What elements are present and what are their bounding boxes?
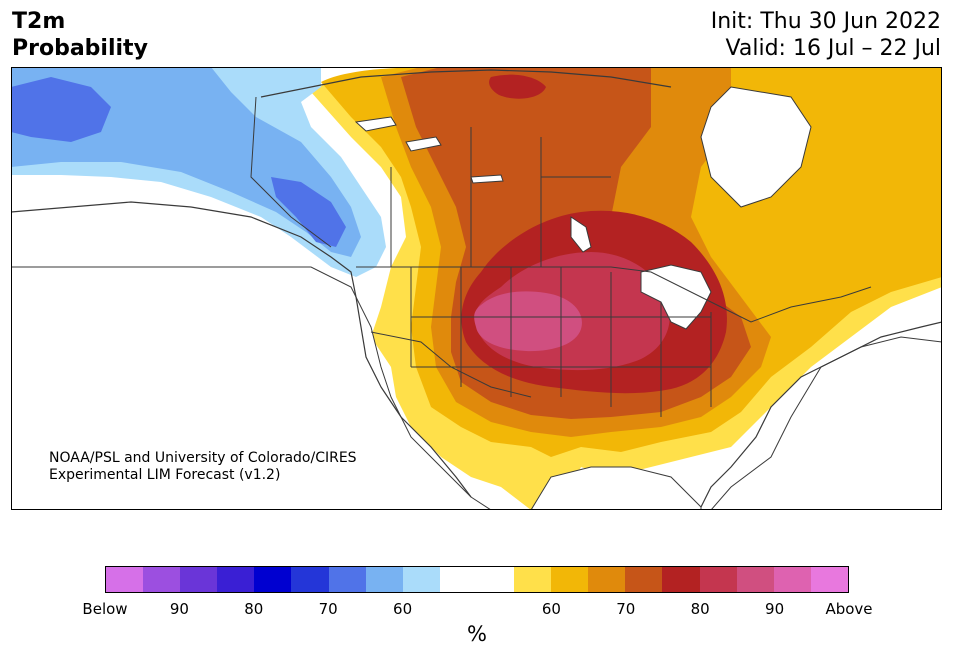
masked-water [11, 86, 942, 510]
colorbar-segment [254, 567, 292, 592]
colorbar-segment [291, 567, 329, 592]
arctic-coast [260, 69, 672, 98]
forecast-map [11, 67, 942, 510]
colorbar-segment [773, 567, 811, 592]
colorbar-segment [810, 567, 848, 592]
colorbar-segment [662, 567, 700, 592]
lake-athabasca [470, 174, 504, 184]
colorbar-segment [365, 567, 403, 592]
colorbar-tick-label: 60 [541, 600, 561, 618]
colorbar-segment [217, 567, 255, 592]
colorbar-segment [439, 567, 477, 592]
cold-anomaly-field [11, 67, 386, 277]
east-coast [700, 321, 942, 508]
variable-title: T2m [12, 9, 66, 34]
west-coast [11, 201, 472, 498]
contour-cold-70 [11, 77, 111, 142]
credit-line-1: NOAA/PSL and University of Colorado/CIRE… [49, 450, 357, 466]
colorbar-segment [143, 567, 181, 592]
colorbar-segment [328, 567, 366, 592]
colorbar-tick-label: 70 [318, 600, 338, 618]
north-hotspot [489, 74, 546, 99]
title-right: Init: Thu 30 Jun 2022 Valid: 16 Jul – 22… [711, 8, 941, 62]
colorbar-unit: % [467, 622, 487, 646]
colorbar-tick-label: Above [825, 600, 873, 618]
political-boundaries [250, 96, 872, 417]
contour-90 [474, 291, 582, 352]
colorbar-segment [180, 567, 218, 592]
credit-text: NOAA/PSL and University of Colorado/CIRE… [49, 450, 357, 484]
colorbar-segment [476, 567, 515, 592]
probability-title: Probability [12, 36, 148, 61]
canada-us-border [356, 266, 872, 323]
colorbar-tick-label: 60 [393, 600, 413, 618]
contour-cold-70b [271, 177, 346, 247]
colorbar-segment [402, 567, 440, 592]
lake-winnipeg [570, 216, 592, 253]
colorbar-segment [625, 567, 663, 592]
coastlines [11, 69, 942, 508]
great-lakes [640, 264, 712, 330]
colorbar-segment [588, 567, 626, 592]
atlantic-region [710, 336, 942, 510]
colorbar-tick-label: 90 [169, 600, 189, 618]
colorbar-tick-label: 90 [765, 600, 785, 618]
colorbar-segment [551, 567, 589, 592]
alaska-border [250, 96, 332, 248]
colorbar-tick-label: 80 [244, 600, 264, 618]
colorbar-segment [736, 567, 774, 592]
hudson-bay [700, 86, 812, 208]
colorbar-segment [699, 567, 737, 592]
state-lines [410, 267, 712, 417]
colorbar [105, 566, 849, 593]
valid-range: Valid: 16 Jul – 22 Jul [725, 36, 941, 61]
colorbar-segment [514, 567, 552, 592]
colorbar-tick-label: 80 [690, 600, 710, 618]
map-frame [11, 67, 942, 510]
province-lines [390, 127, 611, 267]
great-slave-lake [405, 136, 442, 152]
colorbar-tick-label: 70 [616, 600, 636, 618]
title-left: T2m Probability [12, 8, 148, 62]
init-date: Init: Thu 30 Jun 2022 [710, 9, 941, 34]
colorbar-tick-label: Below [82, 600, 128, 618]
great-bear-lake [354, 116, 397, 132]
credit-line-2: Experimental LIM Forecast (v1.2) [49, 467, 281, 483]
colorbar-segment [106, 567, 144, 592]
